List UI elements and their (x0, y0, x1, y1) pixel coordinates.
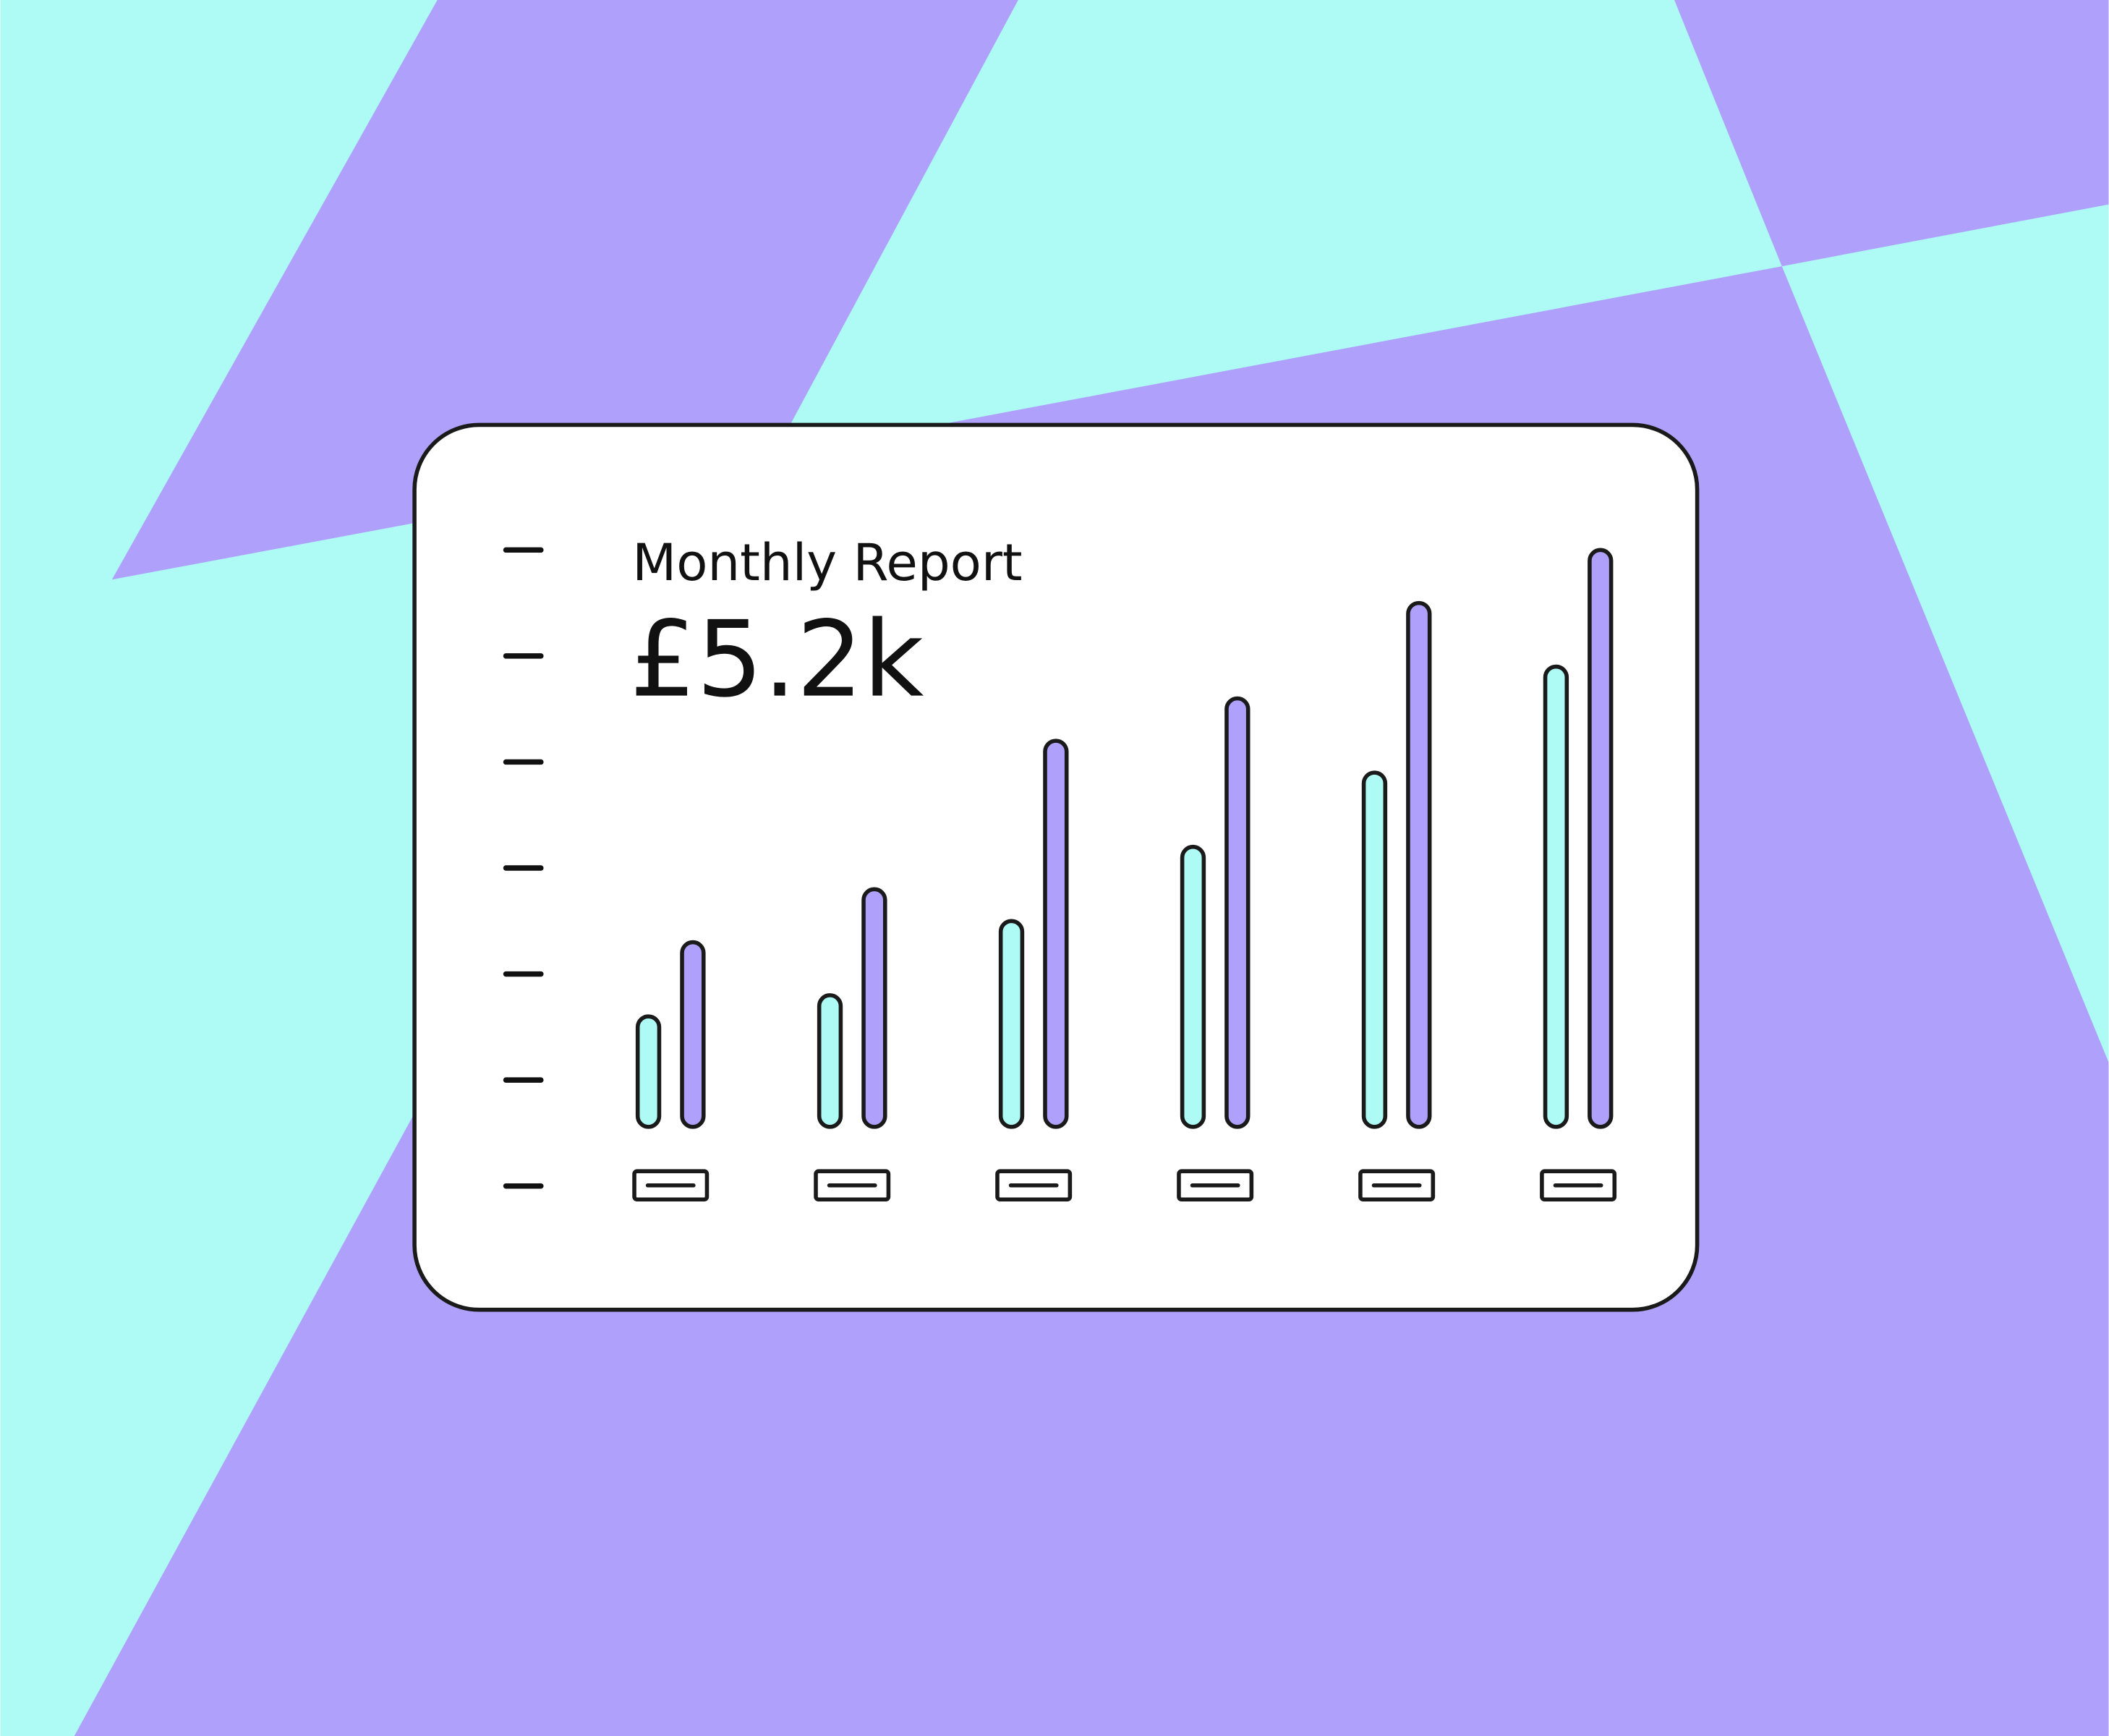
bar (1406, 600, 1432, 1129)
bar (1224, 696, 1251, 1129)
bar (1043, 739, 1069, 1129)
bg-shape (1674, 0, 2109, 267)
bar (1361, 770, 1388, 1129)
bg-shape (111, 0, 1018, 580)
bar (1180, 844, 1206, 1129)
bar (817, 993, 843, 1129)
bar (635, 1014, 662, 1129)
bar (1543, 664, 1569, 1129)
bar (998, 919, 1025, 1129)
bar (861, 887, 887, 1129)
bar (1588, 548, 1614, 1129)
chart-subtitle: £5.2k (630, 599, 924, 721)
chart-title: Monthly Report (632, 532, 1022, 592)
bar (680, 940, 706, 1129)
